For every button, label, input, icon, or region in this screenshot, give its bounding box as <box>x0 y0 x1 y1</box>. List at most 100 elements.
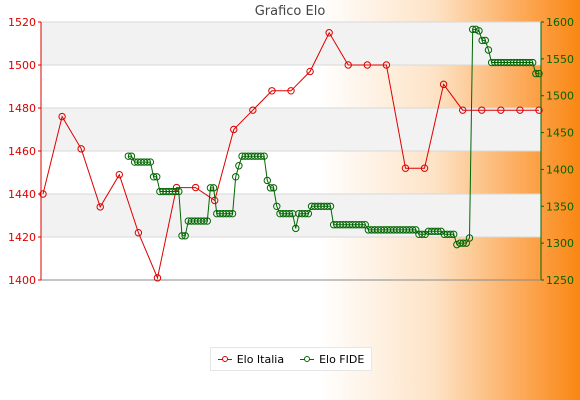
left-tick-label: 1500 <box>8 59 36 72</box>
data-point-1 <box>260 152 268 160</box>
data-point-1 <box>292 224 300 233</box>
data-point-0 <box>287 87 295 95</box>
data-point-1 <box>273 202 281 210</box>
data-point-1 <box>206 184 215 192</box>
data-point-0 <box>249 106 257 114</box>
left-tick-label: 1400 <box>8 274 36 287</box>
data-point-1 <box>235 162 243 170</box>
legend-label-fide: Elo FIDE <box>319 352 365 366</box>
data-point-0 <box>325 29 333 37</box>
data-point-1 <box>450 230 458 238</box>
data-point-1 <box>178 232 186 240</box>
data-point-1 <box>146 158 155 166</box>
legend-item-italia[interactable]: Elo Italia <box>217 352 285 366</box>
data-point-1 <box>200 217 208 225</box>
data-point-0 <box>39 190 47 198</box>
data-point-1 <box>326 202 335 210</box>
chart-title: Grafico Elo <box>254 4 326 19</box>
chart-legend: Elo Italia Elo FIDE <box>210 347 372 371</box>
data-point-1 <box>304 209 313 218</box>
data-point-0 <box>172 183 181 192</box>
left-tick-label: 1480 <box>8 102 36 115</box>
grid-band <box>41 22 541 65</box>
legend-item-fide[interactable]: Elo FIDE <box>300 353 364 366</box>
data-point-0 <box>115 170 124 179</box>
data-point-1 <box>484 46 493 54</box>
data-point-1 <box>465 234 474 242</box>
grid-band <box>41 194 541 237</box>
right-tick-label: 1350 <box>546 200 574 213</box>
data-point-0 <box>478 106 486 114</box>
data-point-1 <box>181 232 189 240</box>
data-point-0 <box>306 67 314 76</box>
data-point-0 <box>153 274 162 282</box>
data-point-1 <box>532 69 540 78</box>
data-point-1 <box>209 184 218 192</box>
data-point-0 <box>96 203 104 211</box>
data-point-0 <box>535 106 543 114</box>
data-point-0 <box>382 61 391 69</box>
series-line-0 <box>42 31 539 280</box>
data-point-1 <box>434 227 442 236</box>
data-point-1 <box>143 158 151 166</box>
data-point-0 <box>516 106 524 114</box>
data-point-1 <box>232 173 240 181</box>
data-point-0 <box>439 80 448 89</box>
data-point-1 <box>266 184 275 192</box>
data-point-1 <box>175 187 183 196</box>
data-point-1 <box>525 58 534 67</box>
left-tick-label: 1460 <box>8 145 36 158</box>
legend-marker-fide <box>300 355 315 364</box>
right-tick-label: 1600 <box>546 16 574 29</box>
right-tick-label: 1250 <box>546 274 574 287</box>
left-tick-label: 1520 <box>8 16 36 29</box>
data-point-0 <box>268 87 276 95</box>
data-point-1 <box>149 173 158 181</box>
data-point-0 <box>344 61 352 69</box>
data-point-0 <box>497 106 505 114</box>
left-tick-label: 1440 <box>8 188 36 201</box>
right-tick-label: 1300 <box>546 237 574 250</box>
data-point-1 <box>528 58 537 67</box>
data-point-1 <box>475 27 483 35</box>
data-point-1 <box>478 36 486 45</box>
data-point-1 <box>323 202 332 210</box>
data-point-1 <box>263 176 272 185</box>
data-point-1 <box>285 209 294 218</box>
right-tick-label: 1400 <box>546 163 574 176</box>
data-point-1 <box>418 230 426 238</box>
data-point-1 <box>301 209 309 218</box>
right-tick-label: 1550 <box>546 53 574 66</box>
data-point-0 <box>191 183 200 192</box>
data-point-1 <box>361 221 369 229</box>
data-point-0 <box>363 61 372 69</box>
data-point-1 <box>269 184 278 192</box>
data-point-0 <box>401 164 410 172</box>
data-point-0 <box>230 125 238 134</box>
data-point-1 <box>462 239 471 247</box>
data-point-1 <box>228 209 237 218</box>
data-point-0 <box>58 112 66 121</box>
data-point-1 <box>171 187 180 196</box>
data-point-1 <box>127 152 136 160</box>
data-point-1 <box>203 217 211 225</box>
data-point-0 <box>458 106 467 114</box>
data-point-0 <box>77 145 85 153</box>
data-point-1 <box>535 69 543 78</box>
legend-label-italia: Elo Italia <box>236 352 285 366</box>
data-point-1 <box>124 152 132 160</box>
data-point-0 <box>134 229 143 237</box>
data-point-1 <box>153 173 161 181</box>
data-point-0 <box>420 164 429 172</box>
left-tick-label: 1420 <box>8 231 36 244</box>
data-point-1 <box>459 239 467 247</box>
right-tick-label: 1500 <box>546 90 574 103</box>
right-tick-label: 1450 <box>546 127 574 140</box>
data-point-1 <box>408 226 417 234</box>
data-point-1 <box>257 152 265 160</box>
data-point-1 <box>358 221 366 229</box>
legend-marker-italia <box>217 355 232 364</box>
data-point-1 <box>225 209 234 218</box>
